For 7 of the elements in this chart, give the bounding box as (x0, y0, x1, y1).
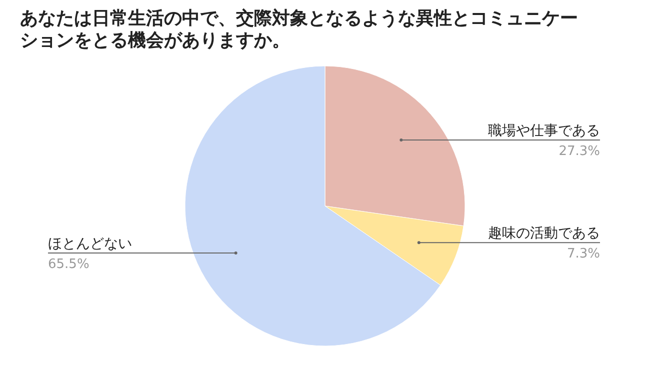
chart-title: あなたは日常生活の中で、交際対象となるような異性とコミュニケーションをとる機会がありますか。 (20, 8, 578, 51)
data-label: 27.3% (558, 144, 600, 159)
data-label: 65.5% (48, 256, 90, 272)
slice-label: 職場や仕事である (488, 122, 600, 139)
slice-label: 趣味の活動である (488, 226, 600, 242)
slice-label: ほとんどない (48, 236, 132, 252)
data-label: 7.3% (566, 246, 600, 262)
